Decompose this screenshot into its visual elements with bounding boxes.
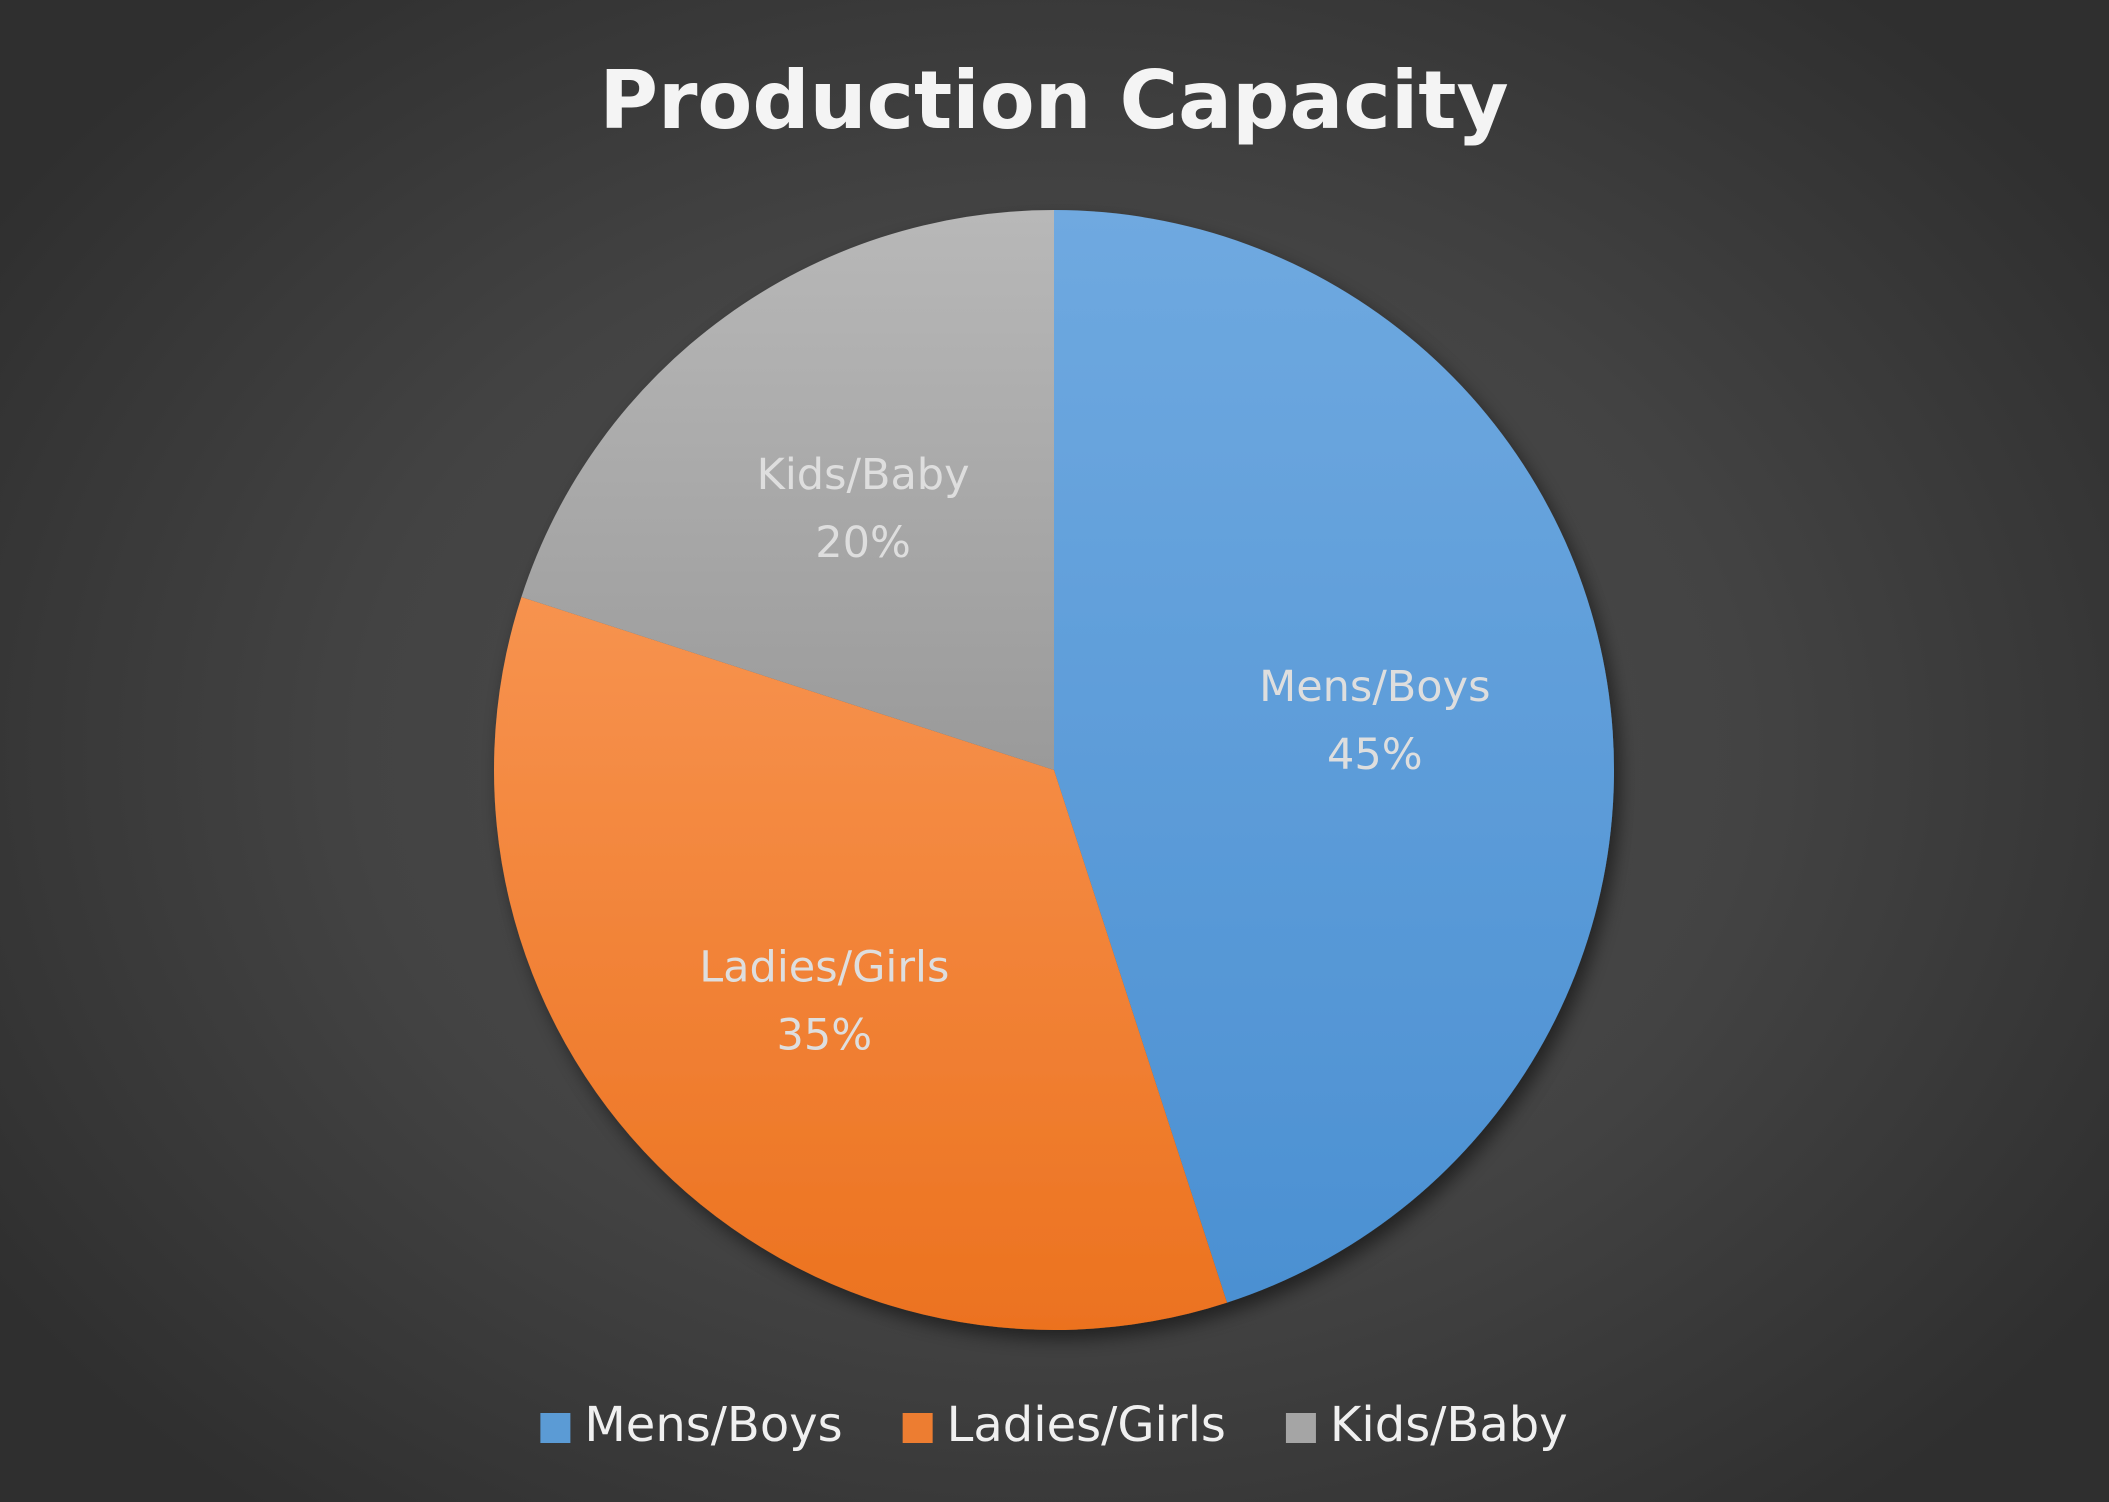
pie-slices (493, 210, 1614, 1331)
data-label-mens-boys: Mens/Boys 45% (1259, 662, 1490, 780)
legend: Mens/Boys Ladies/Girls Kids/Baby (540, 1397, 1568, 1453)
chart-title: Production Capacity (599, 54, 1508, 147)
data-label-category: Ladies/Girls (699, 943, 949, 993)
slice-mens-boys (1054, 210, 1614, 1303)
legend-label-kids-baby: Kids/Baby (1330, 1397, 1568, 1453)
slice-ladies-girls (493, 596, 1228, 1331)
legend-item-kids-baby: Kids/Baby (1285, 1397, 1568, 1453)
legend-swatch-ladies-girls (902, 1413, 933, 1443)
data-label-ladies-girls: Ladies/Girls 35% (699, 943, 949, 1061)
legend-item-mens-boys: Mens/Boys (540, 1397, 843, 1453)
data-label-percent: 45% (1327, 730, 1423, 780)
data-label-kids-baby: Kids/Baby 20% (757, 450, 970, 568)
legend-label-ladies-girls: Ladies/Girls (947, 1397, 1226, 1453)
legend-item-ladies-girls: Ladies/Girls (902, 1397, 1226, 1453)
legend-swatch-mens-boys (540, 1413, 571, 1443)
data-label-percent: 20% (815, 518, 911, 568)
slice-labels: Mens/Boys 45% Ladies/Girls 35% Kids/Baby 20% (699, 450, 1490, 1060)
data-label-category: Kids/Baby (757, 450, 970, 500)
data-label-percent: 35% (777, 1011, 873, 1061)
legend-label-mens-boys: Mens/Boys (584, 1397, 842, 1453)
data-label-category: Mens/Boys (1259, 662, 1490, 712)
slice-kids-baby (521, 210, 1054, 770)
legend-swatch-kids-baby (1285, 1413, 1316, 1443)
